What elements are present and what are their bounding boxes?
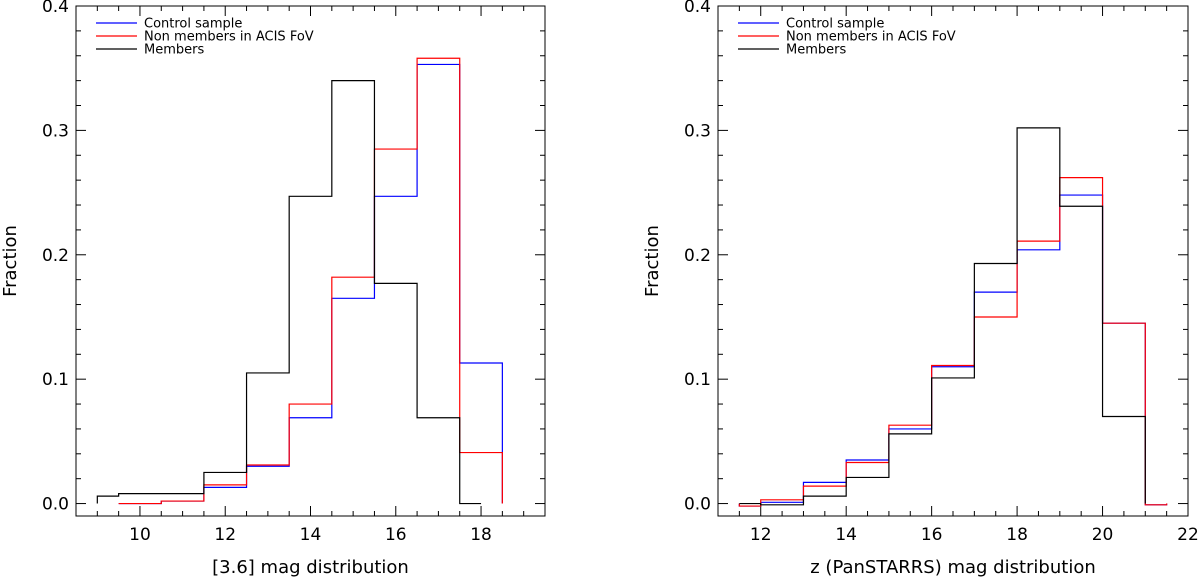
x-tick-label: 12 [214,525,236,545]
series-members [739,127,1146,506]
legend-label: Control sample [786,17,884,32]
histogram-bin [846,463,889,504]
histogram-bin [460,363,503,504]
x-tick-label: 12 [750,525,772,545]
y-tick-label: 0.1 [42,370,69,390]
y-tick-label: 0.0 [42,495,69,515]
histogram-bin [803,496,846,503]
histogram-bin [332,81,375,504]
histogram-bin [846,477,889,503]
x-tick-label: 16 [385,525,407,545]
x-tick-label: 14 [300,525,322,545]
y-tick-label: 0.3 [42,121,69,141]
legend-label: Non members in ACIS FoV [786,30,956,45]
legend-label: Control sample [144,17,242,32]
histogram-bin [374,196,417,503]
histogram-bin [332,277,375,503]
histogram-bin [846,460,889,504]
x-tick-label: 22 [1177,525,1199,545]
legend-label: Members [144,43,204,58]
histogram-outline [118,57,503,505]
series-members [96,80,482,505]
histogram-bin [932,365,975,503]
histogram-bin [119,494,162,504]
histogram-bin [161,494,204,504]
histogram-bin [247,465,290,504]
histogram-bin [204,487,247,503]
histogram-bin [1103,416,1146,503]
histogram-outline [738,177,1168,507]
histogram-bin [932,367,975,504]
series-non-members-in-acis-fov [738,177,1168,507]
plot-frame [717,5,1189,517]
histogram-bin [889,425,932,503]
histogram-bin [204,472,247,503]
histogram-bin [974,317,1017,504]
histogram-bin [1103,323,1146,503]
y-tick-label: 0.2 [684,246,711,266]
x-tick-label: 16 [921,525,943,545]
histogram-bin [1017,241,1060,503]
x-axis-title: [3.6] mag distribution [212,557,409,578]
histogram-bin [374,283,417,503]
histogram-bin [332,298,375,503]
chart-1: 10 12 14 16 18 0.0 0.1 0.2 0.3 0.4 [3.6] mag distr… [0,0,546,578]
histogram-bin [1060,178,1103,504]
legend-label: Non members in ACIS FoV [144,30,314,45]
histogram-outline [118,63,503,505]
histogram-bin [889,429,932,504]
y-tick-label: 0.4 [42,0,69,17]
plot-frame [75,5,546,517]
histogram-bin [374,149,417,504]
histogram-bin [1103,323,1146,503]
histogram-bin [1060,195,1103,503]
x-tick-label: 14 [835,525,857,545]
y-tick-label: 0.4 [684,0,711,17]
histogram-bin [974,263,1017,503]
y-tick-label: 0.0 [684,495,711,515]
histogram-outline [96,80,482,505]
y-tick-label: 0.1 [684,370,711,390]
histogram-bin [932,378,975,504]
histogram-bin [97,496,118,503]
y-axis-title: Fraction [0,225,21,297]
histogram-bin [460,453,503,504]
histogram-bin [289,196,332,503]
x-tick-label: 20 [1092,525,1114,545]
histogram-bin [803,486,846,503]
histogram-bin [1017,250,1060,504]
histogram-bin [1060,206,1103,503]
x-tick-label: 10 [129,525,151,545]
histogram-bin [1017,128,1060,504]
y-tick-label: 0.3 [684,121,711,141]
histogram-bin [247,466,290,503]
histogram-bin [247,373,290,504]
histogram-outline [739,127,1146,506]
x-tick-label: 18 [470,525,492,545]
x-tick-label: 18 [1006,525,1028,545]
histogram-bin [417,418,460,504]
histogram-bin [417,58,460,503]
x-axis-title: z (PanSTARRS) mag distribution [810,557,1096,578]
histogram-bin [889,434,932,504]
histogram-bin [289,404,332,504]
series-control-sample [118,63,503,505]
series-non-members-in-acis-fov [118,57,503,505]
histogram-bin [417,64,460,503]
histogram-bin [289,418,332,504]
y-axis-title: Fraction [642,225,663,297]
legend-label: Members [786,43,846,58]
histogram-bin [974,292,1017,503]
y-tick-label: 0.2 [42,246,69,266]
chart-2: 12 14 16 18 20 22 0.0 0.1 0.2 0.3 0.4 z (PanSTARRS)… [642,0,1199,578]
